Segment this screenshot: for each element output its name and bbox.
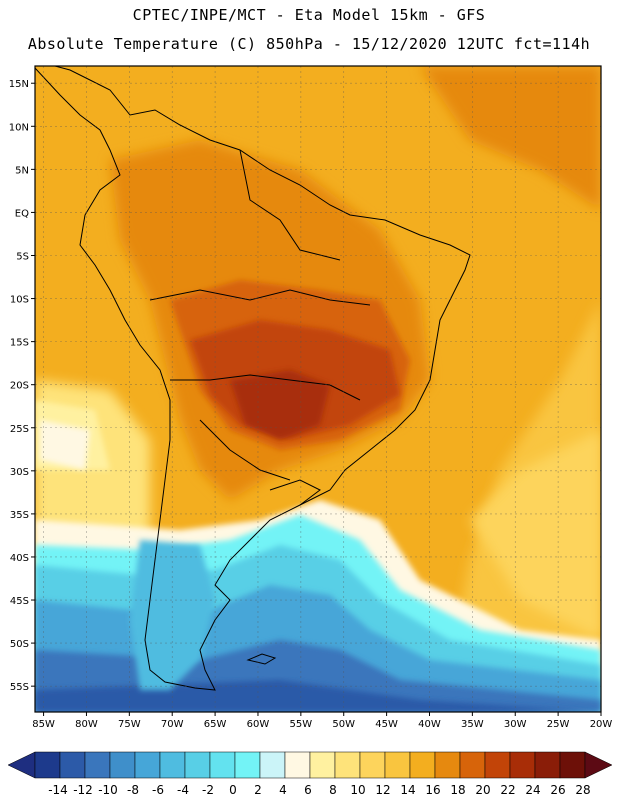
colorbar-swatch	[259, 751, 286, 779]
lat-tick-label: 40S	[10, 553, 29, 564]
chart-title-line2: Absolute Temperature (C) 850hPa - 15/12/…	[27, 35, 591, 53]
colorbar-label: 24	[525, 783, 540, 797]
colorbar-label: 22	[500, 783, 515, 797]
colorbar-swatch	[434, 751, 461, 779]
lat-tick-label: 45S	[10, 596, 29, 607]
coastline	[35, 66, 471, 691]
lon-tick-label: 50W	[332, 719, 355, 730]
graticule	[35, 66, 601, 712]
lat-tick-label: 15N	[9, 79, 29, 90]
lat-tick-label: 50S	[10, 639, 29, 650]
colorbar-label: -8	[127, 783, 139, 797]
lat-tick-label: 10N	[9, 122, 29, 133]
colorbar-label: 8	[329, 783, 337, 797]
colorbar-label: 26	[550, 783, 565, 797]
colorbar-swatch	[84, 751, 111, 779]
colorbar-label: 6	[304, 783, 312, 797]
map-frame	[34, 65, 602, 713]
colorbar-swatch	[409, 751, 436, 779]
lon-tick-label: 85W	[32, 719, 55, 730]
colorbar-label: -12	[73, 783, 93, 797]
colorbar-swatch	[359, 751, 386, 779]
colorbar-swatch	[234, 751, 261, 779]
chart-title-line1: CPTEC/INPE/MCT - Eta Model 15km - GFS	[132, 6, 486, 24]
colorbar-label: 0	[229, 783, 237, 797]
colorbar-label: -6	[152, 783, 164, 797]
lon-tick-label: 30W	[504, 719, 527, 730]
lon-tick-label: 75W	[118, 719, 141, 730]
temperature-field	[35, 66, 601, 712]
lon-tick-label: 40W	[418, 719, 441, 730]
colorbar-label: 20	[475, 783, 490, 797]
colorbar-swatch	[159, 751, 186, 779]
lon-tick-label: 45W	[375, 719, 398, 730]
colorbar-label: 4	[279, 783, 287, 797]
colorbar-swatch	[109, 751, 136, 779]
colorbar-label: -4	[177, 783, 189, 797]
lat-tick-label: 5N	[15, 165, 29, 176]
colorbar-swatch	[34, 751, 61, 779]
longitude-axis: 85W 80W 75W 70W 65W 60W 55W 50W 45W 40W 35W 30W 25W 2…	[32, 712, 612, 730]
colorbar-swatch	[59, 751, 86, 779]
lon-tick-label: 65W	[204, 719, 227, 730]
colorbar-label: -10	[98, 783, 118, 797]
lon-tick-label: 70W	[161, 719, 184, 730]
lat-tick-label: 20S	[10, 381, 29, 392]
lat-tick-label: 25S	[10, 424, 29, 435]
colorbar-label: 2	[254, 783, 262, 797]
lon-tick-label: 55W	[290, 719, 313, 730]
lat-tick-label: EQ	[15, 208, 29, 219]
colorbar-label: 12	[375, 783, 390, 797]
colorbar-label: -14	[48, 783, 68, 797]
colorbar-swatch	[484, 751, 511, 779]
colorbar-label: -2	[202, 783, 214, 797]
colorbar-swatch	[384, 751, 411, 779]
colorbar-label: 16	[425, 783, 440, 797]
colorbar-swatch	[559, 751, 586, 779]
lat-tick-label: 10S	[10, 295, 29, 306]
lon-tick-label: 25W	[547, 719, 570, 730]
lat-tick-label: 30S	[10, 467, 29, 478]
colorbar-swatch	[284, 751, 311, 779]
lon-tick-label: 35W	[461, 719, 484, 730]
lon-tick-label: 80W	[75, 719, 98, 730]
colorbar-swatch	[509, 751, 536, 779]
colorbar-label: 18	[450, 783, 465, 797]
colorbar-swatch	[209, 751, 236, 779]
lat-tick-label: 35S	[10, 510, 29, 521]
colorbar-swatch	[309, 751, 336, 779]
lat-tick-label: 15S	[10, 338, 29, 349]
colorbar-swatch	[334, 751, 361, 779]
colorbar: -14 -12 -10 -8 -6 -4 -2 0 2 4 6 8 10 12 14 16 18 20 22 24 26…	[7, 751, 613, 797]
colorbar-label: 28	[575, 783, 590, 797]
lon-tick-label: 20W	[590, 719, 613, 730]
colorbar-label: 14	[400, 783, 415, 797]
latitude-axis: 15N 10N 5N EQ 5S 10S 15S 20S 25S 30S 35S 40S 45S 50S 5…	[9, 79, 35, 693]
colorbar-min-arrow	[7, 751, 36, 779]
colorbar-max-arrow	[584, 751, 613, 779]
colorbar-swatch	[134, 751, 161, 779]
lat-tick-label: 55S	[10, 682, 29, 693]
colorbar-label: 10	[350, 783, 365, 797]
colorbar-swatch	[534, 751, 561, 779]
lon-tick-label: 60W	[247, 719, 270, 730]
lat-tick-label: 5S	[16, 251, 29, 262]
colorbar-swatch	[459, 751, 486, 779]
colorbar-swatch	[184, 751, 211, 779]
